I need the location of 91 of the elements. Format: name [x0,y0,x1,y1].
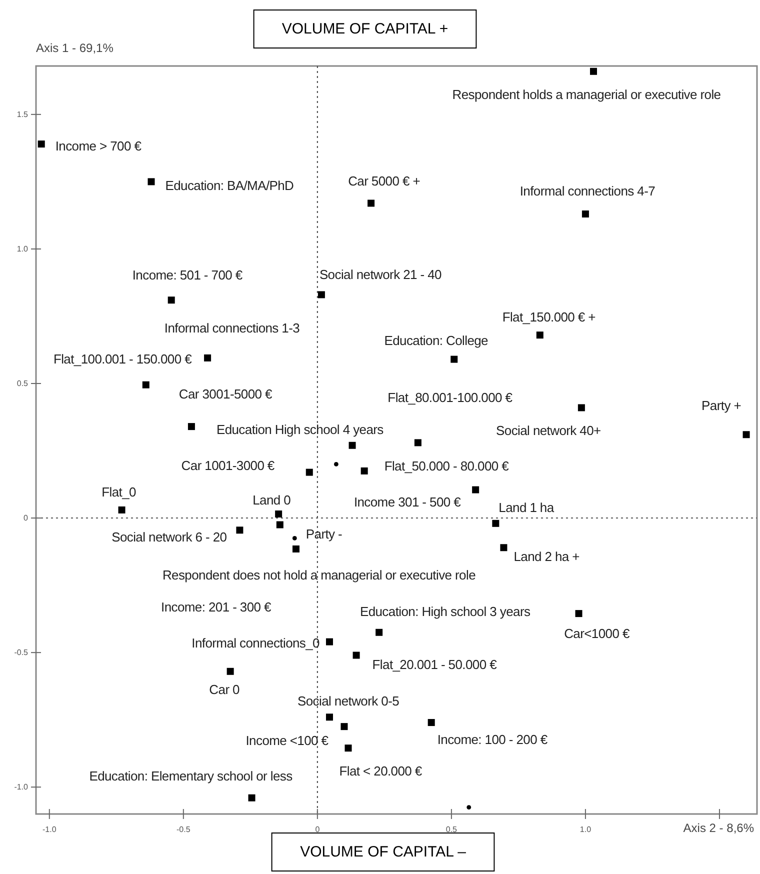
annotation: Income 301 - 500 € [354,494,462,510]
y-tick-label: 1.0 [16,244,29,254]
point [148,178,155,186]
annotation: Flat_80.001-100.000 € [388,390,514,406]
annotation: Income <100 € [246,733,330,748]
point [118,506,126,514]
point [226,668,234,675]
annotation: Party + [702,398,742,414]
annotation: Car 1001-3000 € [181,458,276,473]
annotation: Education High school 4 years [216,422,384,438]
annotation: Social network 40+ [496,423,601,438]
annotation: Respondent does not hold a managerial or executive role [162,567,476,582]
point [472,486,480,494]
y-tick-label: 0 [24,514,29,523]
x-tick-label: 1.0 [580,825,592,834]
annotation: Informal connections_0 [192,635,320,650]
point [326,714,333,721]
point [168,296,175,304]
annotation: Income > 700 € [55,138,142,154]
point [248,794,256,802]
point [742,431,750,438]
point [334,462,338,466]
y-tick-label: -1.0 [14,782,29,792]
annotation: Flat_100.001 - 150.000 € [53,351,193,366]
annotation: Car 5000 € + [348,174,420,189]
annotation: Education: Elementary school or less [89,768,294,784]
point [306,468,313,476]
x-tick-label: -1.0 [42,825,57,834]
annotation: Flat_50.000 - 80.000 € [384,458,510,474]
point [500,544,508,552]
point [275,510,282,518]
annotation: Car 0 [209,682,240,697]
annotation: Income: 201 - 300 € [161,600,272,614]
annotation: Flat_20.001 - 50.000 € [372,656,498,672]
text: VOLUME OF CAPITAL – [300,844,467,860]
point [575,610,582,618]
annotation: Education: College [384,332,488,348]
point [450,356,458,363]
annotation: Education: BA/MA/PhD [165,178,294,194]
annotation: Land 0 [252,492,291,508]
y-axis-title: Axis 1 - 69,1% [36,41,114,55]
annotation: Income: 501 - 700 € [132,268,244,283]
annotation: Social network 6 - 20 [112,530,227,545]
point [38,140,45,148]
point [236,526,244,534]
point [466,805,472,810]
annotation: Party - [306,526,342,542]
x-tick-label: -0.5 [176,825,191,834]
x-tick-label: 0.5 [446,825,458,834]
y-tick-label: 1.5 [16,110,29,119]
annotation: Social network 21 - 40 [319,267,442,282]
annotation: Car 3001-5000 € [178,386,274,402]
x-axis-title: Axis 2 - 8,6% [683,821,754,835]
point [204,354,212,362]
annotation: Informal connections 1-3 [164,320,300,336]
annotation: Social network 0-5 [297,694,400,709]
point [590,68,597,75]
point [340,723,348,730]
y-tick-label: -0.5 [14,648,29,658]
point [292,536,297,540]
point [368,200,375,207]
point [428,719,435,726]
annotation: Land 1 ha [498,500,555,515]
point [292,545,300,552]
point [536,332,544,339]
annotation: Income: 100 - 200 € [437,732,548,748]
point [578,404,585,412]
point [360,467,368,474]
point [352,652,360,659]
point [376,628,383,636]
annotation: Land 2 ha + [514,549,580,564]
point [142,381,150,388]
x-tick-label: 0 [315,825,320,834]
point [492,520,500,527]
point [188,423,195,430]
point [414,439,422,446]
annotation: Respondent holds a managerial or executive role [452,86,721,102]
point [582,210,589,218]
annotation: Education: High school 3 years [360,604,531,619]
point [348,442,356,449]
y-tick-label: 0.5 [16,378,29,388]
point [344,744,352,752]
annotation: Flat_0 [102,484,136,500]
point [326,638,333,646]
annotation: Flat < 20.000 € [339,764,423,779]
annotation: Flat_150.000 € + [502,310,596,325]
point [318,291,325,298]
annotation: Informal connections 4-7 [520,183,656,198]
annotation: Car<1000 € [564,626,630,642]
text: VOLUME OF CAPITAL + [282,20,448,38]
point [276,521,284,528]
